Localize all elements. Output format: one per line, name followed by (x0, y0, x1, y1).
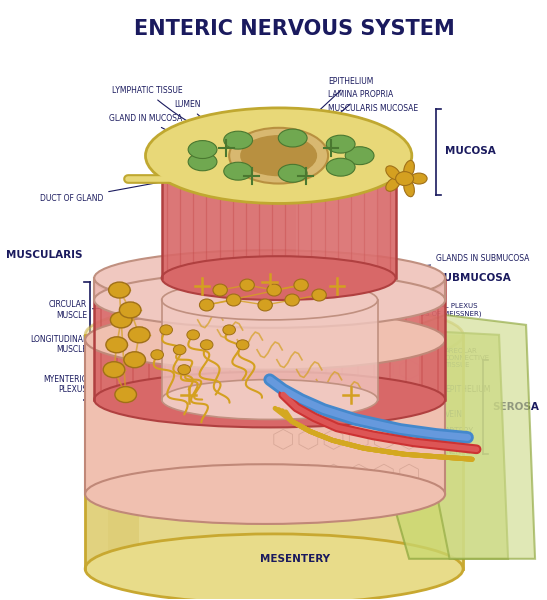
Ellipse shape (129, 327, 150, 343)
Ellipse shape (294, 279, 309, 291)
Ellipse shape (404, 179, 415, 197)
Ellipse shape (162, 380, 377, 419)
Ellipse shape (229, 128, 328, 184)
Text: EPITHELIUM: EPITHELIUM (443, 385, 491, 398)
Ellipse shape (236, 340, 249, 350)
Ellipse shape (285, 294, 299, 306)
Ellipse shape (106, 337, 127, 353)
Ellipse shape (187, 330, 200, 340)
Text: VEIN: VEIN (439, 410, 463, 419)
Ellipse shape (240, 279, 254, 291)
Ellipse shape (162, 256, 395, 300)
Ellipse shape (124, 352, 146, 368)
Polygon shape (405, 315, 535, 559)
Ellipse shape (278, 129, 307, 147)
Ellipse shape (85, 464, 445, 524)
Polygon shape (85, 335, 463, 569)
Text: CIRCULAR
MUSCLE: CIRCULAR MUSCLE (49, 300, 105, 320)
Polygon shape (313, 280, 419, 400)
Text: SUBMUCOSA: SUBMUCOSA (436, 273, 511, 283)
Ellipse shape (115, 386, 137, 403)
Ellipse shape (345, 147, 374, 164)
Ellipse shape (162, 280, 377, 320)
Text: MYENTERIC
PLEXUS: MYENTERIC PLEXUS (43, 361, 121, 394)
Ellipse shape (395, 172, 414, 185)
Ellipse shape (173, 345, 186, 355)
Text: MUCOSA: MUCOSA (445, 146, 496, 155)
Polygon shape (85, 335, 139, 569)
Text: MUSCULARIS MUCOSAE: MUSCULARIS MUCOSAE (326, 104, 418, 147)
Ellipse shape (94, 252, 445, 308)
Text: MUSCULARIS: MUSCULARIS (6, 250, 83, 260)
Polygon shape (355, 330, 508, 559)
Polygon shape (296, 155, 378, 278)
Polygon shape (94, 278, 445, 300)
Ellipse shape (224, 162, 253, 180)
Ellipse shape (94, 371, 445, 427)
Ellipse shape (326, 158, 355, 176)
Ellipse shape (386, 178, 400, 191)
Ellipse shape (223, 325, 235, 335)
Ellipse shape (110, 312, 132, 328)
Ellipse shape (386, 166, 400, 179)
Ellipse shape (109, 282, 130, 298)
Text: SEROSA: SEROSA (492, 403, 539, 413)
Ellipse shape (178, 365, 190, 374)
Ellipse shape (326, 135, 355, 153)
Ellipse shape (119, 302, 141, 318)
Text: ENTERIC NERVOUS SYSTEM: ENTERIC NERVOUS SYSTEM (135, 19, 455, 39)
Ellipse shape (411, 173, 427, 184)
Text: MESENTERY: MESENTERY (260, 554, 330, 564)
Text: AREOLAR
CONNECTIVE
TISSUE: AREOLAR CONNECTIVE TISSUE (440, 348, 490, 370)
Ellipse shape (103, 362, 125, 377)
Ellipse shape (85, 300, 463, 370)
Text: ARTERY: ARTERY (440, 427, 474, 436)
Text: LONGITUDINAL
MUSCLE: LONGITUDINAL MUSCLE (30, 335, 105, 355)
Ellipse shape (258, 299, 272, 311)
Text: LAMINA PROPRIA: LAMINA PROPRIA (319, 91, 393, 131)
Ellipse shape (404, 160, 415, 178)
Ellipse shape (188, 140, 217, 158)
Ellipse shape (226, 294, 241, 306)
Text: LUMEN: LUMEN (174, 100, 252, 154)
Text: EPITHELIUM: EPITHELIUM (312, 77, 374, 117)
Polygon shape (108, 370, 440, 559)
Ellipse shape (85, 534, 463, 600)
Polygon shape (85, 340, 445, 494)
Ellipse shape (146, 108, 412, 203)
Polygon shape (162, 155, 395, 278)
Ellipse shape (312, 289, 327, 301)
Text: NERVE: NERVE (440, 447, 470, 456)
Ellipse shape (224, 131, 253, 149)
Text: DUCT OF GLAND: DUCT OF GLAND (40, 179, 177, 203)
Ellipse shape (160, 325, 172, 335)
Text: LYMPHATIC TISSUE: LYMPHATIC TISSUE (112, 86, 243, 148)
Text: SUBMUCOSAL PLEXUS
(PLEXUS OF MEISSNER): SUBMUCOSAL PLEXUS (PLEXUS OF MEISSNER) (394, 292, 481, 317)
Polygon shape (162, 300, 377, 400)
Ellipse shape (241, 136, 316, 176)
Ellipse shape (278, 164, 307, 182)
Ellipse shape (151, 350, 164, 360)
Text: GLAND IN MUCOSA: GLAND IN MUCOSA (109, 115, 255, 168)
Ellipse shape (200, 299, 214, 311)
Ellipse shape (85, 310, 445, 370)
Ellipse shape (162, 134, 395, 178)
Text: GLANDS IN SUBMUCOSA: GLANDS IN SUBMUCOSA (394, 254, 529, 270)
Ellipse shape (267, 284, 281, 296)
Polygon shape (94, 280, 445, 400)
Ellipse shape (213, 284, 228, 296)
Ellipse shape (200, 340, 213, 350)
Ellipse shape (188, 153, 217, 171)
Ellipse shape (94, 272, 445, 328)
Ellipse shape (94, 250, 445, 306)
